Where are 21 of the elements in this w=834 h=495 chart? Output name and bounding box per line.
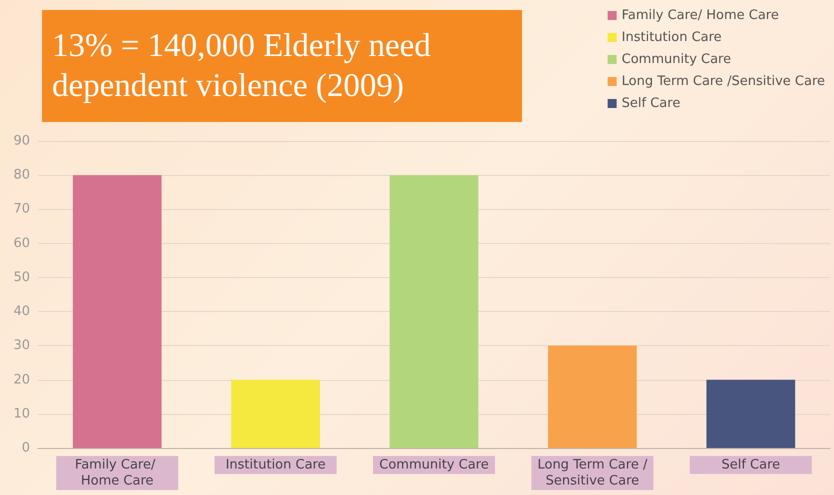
- y-tick-label: 90: [13, 134, 30, 148]
- legend-label: Family Care/ Home Care: [622, 8, 779, 23]
- y-tick-label: 20: [13, 372, 30, 388]
- legend-label: Self Care: [622, 96, 680, 111]
- legend-label: Community Care: [622, 52, 732, 67]
- y-tick-label: 70: [13, 202, 30, 217]
- y-tick-label: 80: [13, 168, 30, 183]
- y-tick-label: 30: [13, 338, 30, 354]
- y-tick-label: 60: [13, 236, 30, 251]
- y-tick-label: 0: [22, 440, 30, 456]
- y-tick-label: 50: [13, 270, 30, 285]
- x-tick-label: Community Care: [379, 458, 489, 472]
- x-tick-label: Self Care: [721, 458, 780, 472]
- legend-label: Long Term Care /Sensitive Care: [622, 74, 826, 89]
- y-tick-label: 40: [13, 304, 30, 320]
- x-tick-label: Family Care/ Home Care: [74, 458, 160, 488]
- y-tick-label: 10: [13, 406, 30, 422]
- x-tick-label: Institution Care: [226, 458, 326, 472]
- x-tick-label: Long Term Care /Sensitive Care: [537, 458, 648, 488]
- chart-title: 13% = 140,000 Elderly need dependent violence (2009): [52, 28, 440, 104]
- legend-label: Institution Care: [622, 30, 722, 45]
